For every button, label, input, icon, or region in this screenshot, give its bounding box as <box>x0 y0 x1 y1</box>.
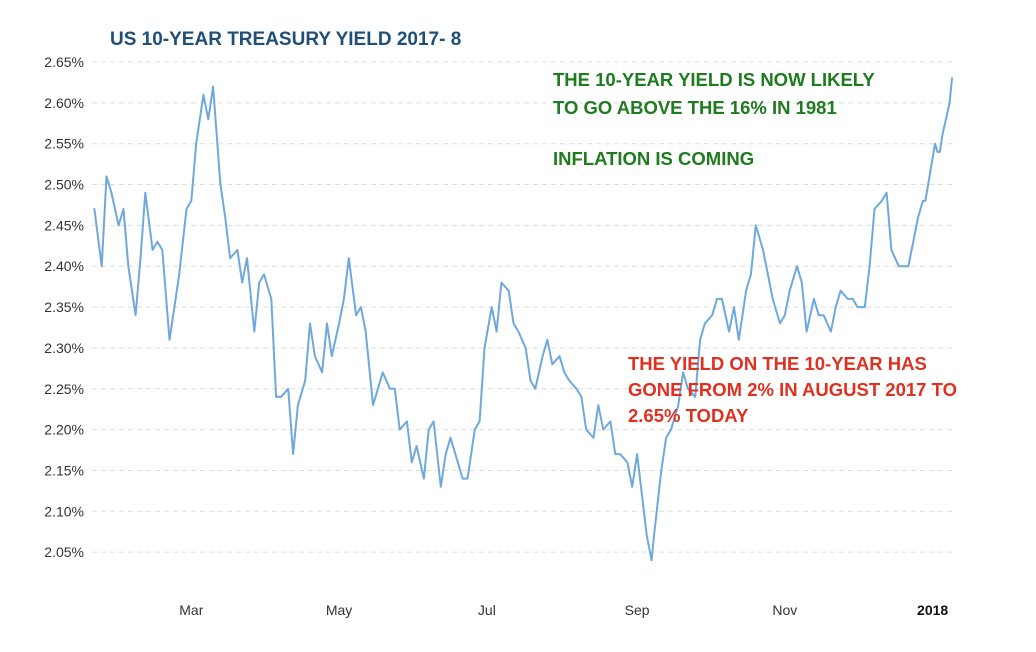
red-annotation-line-2: GONE FROM 2% IN AUGUST 2017 TO <box>628 379 957 400</box>
y-tick-label: 2.15% <box>44 462 84 478</box>
x-tick-label: Sep <box>625 602 650 618</box>
x-tick-label: May <box>326 602 352 618</box>
green-annotation: THE 10-YEAR YIELD IS NOW LIKELY TO GO AB… <box>553 69 875 169</box>
y-axis-tick-labels: 2.65% 2.60% 2.55% 2.50% 2.45% 2.40% 2.35% 2.30%… <box>44 54 84 560</box>
y-tick-label: 2.50% <box>44 177 84 193</box>
y-tick-label: 2.20% <box>44 422 84 438</box>
x-tick-label: Jul <box>478 602 496 618</box>
y-tick-label: 2.30% <box>44 340 84 356</box>
yield-series-line <box>93 77 953 562</box>
grid-lines <box>92 61 952 553</box>
green-annotation-line-2: TO GO ABOVE THE 16% IN 1981 <box>553 97 837 118</box>
x-tick-label: 2018 <box>917 602 948 618</box>
y-tick-label: 2.10% <box>44 503 84 519</box>
y-tick-label: 2.60% <box>44 95 84 111</box>
red-annotation: THE YIELD ON THE 10-YEAR HAS GONE FROM 2… <box>628 353 957 426</box>
y-tick-label: 2.35% <box>44 299 84 315</box>
x-axis-tick-labels: Mar May Jul Sep Nov 2018 <box>179 602 948 618</box>
red-annotation-line-1: THE YIELD ON THE 10-YEAR HAS <box>628 353 927 374</box>
y-tick-label: 2.25% <box>44 381 84 397</box>
y-tick-label: 2.55% <box>44 136 84 152</box>
green-annotation-line-1: THE 10-YEAR YIELD IS NOW LIKELY <box>553 69 875 90</box>
green-annotation-line-3: INFLATION IS COMING <box>553 148 754 169</box>
red-annotation-line-3: 2.65% TODAY <box>628 405 749 426</box>
y-tick-label: 2.65% <box>44 54 84 70</box>
y-tick-label: 2.40% <box>44 258 84 274</box>
y-tick-label: 2.45% <box>44 217 84 233</box>
y-tick-label: 2.05% <box>44 544 84 560</box>
chart-title: US 10-YEAR TREASURY YIELD 2017- 8 <box>110 29 461 50</box>
x-tick-label: Mar <box>179 602 203 618</box>
x-tick-label: Nov <box>772 602 797 618</box>
